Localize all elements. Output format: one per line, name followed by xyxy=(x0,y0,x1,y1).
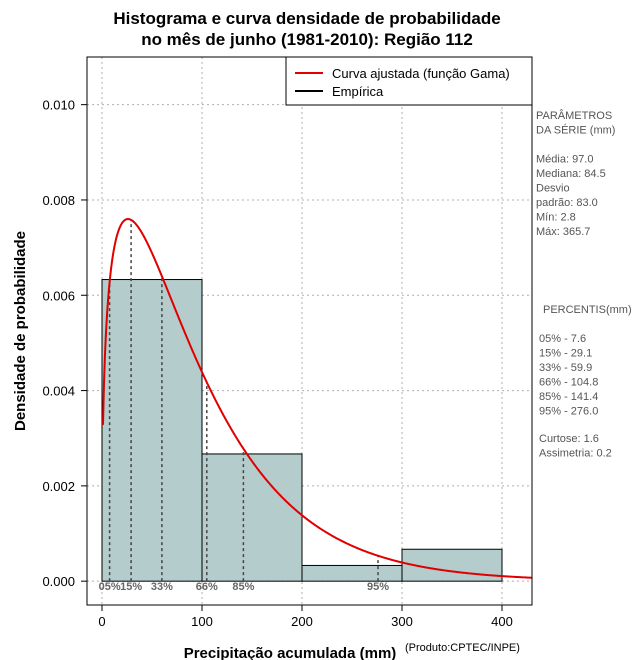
x-axis: 0 100 200 300 400 xyxy=(98,605,513,629)
percentile-lines xyxy=(108,219,379,582)
stat-line: Curtose: 1.6 xyxy=(539,433,599,445)
percentile-label: 05% xyxy=(99,581,121,593)
histogram-bar xyxy=(201,453,303,582)
y-tick-label: 0.008 xyxy=(42,193,75,208)
percentil-line: 05% - 7.6 xyxy=(539,333,586,345)
x-tick-label: 0 xyxy=(98,614,105,629)
legend-box xyxy=(285,56,533,106)
percentile-label: 85% xyxy=(232,581,254,593)
x-tick-label: 200 xyxy=(291,614,313,629)
param-line: Média: 97.0 xyxy=(536,154,593,166)
param-line: Máx: 365.7 xyxy=(536,226,590,238)
x-tick-label: 100 xyxy=(191,614,213,629)
legend-label: Empírica xyxy=(332,84,384,99)
percentil-line: 66% - 104.8 xyxy=(539,377,598,389)
percentil-line: 15% - 29.1 xyxy=(539,348,592,360)
param-line: Mediana: 84.5 xyxy=(536,168,606,180)
y-tick-label: 0.006 xyxy=(42,288,75,303)
chart-title-line: no mês de junho (1981-2010): Região 112 xyxy=(141,30,473,49)
param-line: padrão: 83.0 xyxy=(536,197,598,209)
y-tick-label: 0.004 xyxy=(42,384,75,399)
y-tick-label: 0.002 xyxy=(42,479,75,494)
x-tick-label: 300 xyxy=(391,614,413,629)
legend-label: Curva ajustada (função Gama) xyxy=(332,66,510,81)
histogram-bar xyxy=(101,279,203,582)
param-line: Mín: 2.8 xyxy=(536,212,576,224)
chart-title: Histograma e curva densidade de probabil… xyxy=(113,9,500,49)
legend: Curva ajustada (função Gama) Empírica xyxy=(285,56,533,106)
percentil-line: 95% - 276.0 xyxy=(539,406,598,418)
percentil-line: 85% - 141.4 xyxy=(539,391,598,403)
y-tick-label: 0.000 xyxy=(42,574,75,589)
y-axis-label: Densidade de probabilidade xyxy=(12,231,29,431)
params-title: PARÂMETROS xyxy=(536,109,612,122)
percentile-label: 15% xyxy=(120,581,142,593)
percentis-title: PERCENTIS(mm) xyxy=(543,304,632,316)
x-tick-label: 400 xyxy=(491,614,513,629)
histogram-bar xyxy=(301,564,403,582)
percentil-line: 33% - 59.9 xyxy=(539,362,592,374)
percentile-label: 33% xyxy=(151,581,173,593)
percentile-label: 95% xyxy=(367,581,389,593)
param-line: Desvio xyxy=(536,183,570,195)
x-axis-label: Precipitação acumulada (mm) xyxy=(184,645,397,660)
gamma-curve xyxy=(102,218,533,579)
params-title: DA SÉRIE (mm) xyxy=(536,124,615,137)
percentile-labels: 05% 15% 33% 66% 85% 95% xyxy=(99,581,390,593)
percentile-label: 66% xyxy=(196,581,218,593)
y-axis: 0.000 0.002 0.004 0.006 0.008 0.010 xyxy=(42,98,87,589)
side-panel: PARÂMETROS DA SÉRIE (mm) Média: 97.0 Media… xyxy=(536,109,632,460)
chart-title-line: Histograma e curva densidade de probabil… xyxy=(113,9,500,28)
gamma-curve-group xyxy=(102,218,533,579)
y-tick-label: 0.010 xyxy=(42,98,75,113)
stat-line: Assimetria: 0.2 xyxy=(539,448,612,460)
credit-text: (Produto:CPTEC/INPE) xyxy=(405,642,520,654)
